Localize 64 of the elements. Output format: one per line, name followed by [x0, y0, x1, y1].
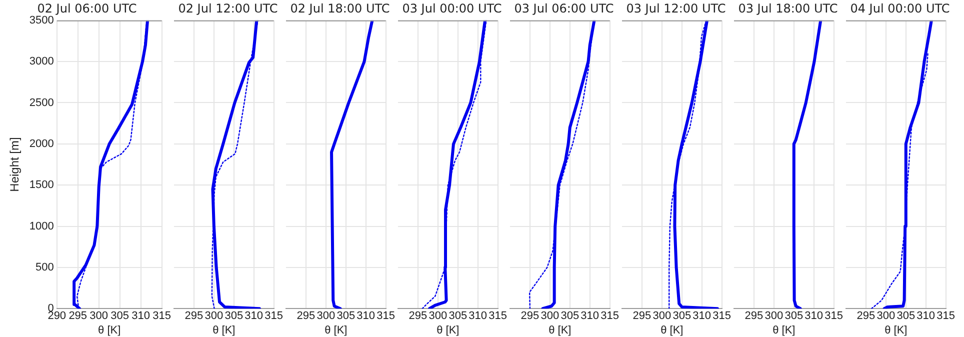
y-axis-title: Height [m]	[8, 137, 22, 192]
x-tick-label: 295	[632, 310, 652, 322]
x-tick-label: 315	[600, 310, 620, 322]
x-tick-label: 315	[152, 310, 172, 322]
chart-title: 02 Jul 18:00 UTC	[290, 1, 390, 16]
x-axis-title: θ [K]	[660, 324, 684, 336]
x-tick-label: 295	[68, 310, 88, 322]
x-tick-label: 315	[712, 310, 732, 322]
x-tick-label: 315	[936, 310, 956, 322]
chart-title: 02 Jul 06:00 UTC	[37, 1, 137, 16]
x-tick-label: 305	[672, 310, 692, 322]
x-axis-title: θ [K]	[548, 324, 572, 336]
x-tick-label: 300	[876, 310, 896, 322]
x-tick-label: 310	[132, 310, 150, 322]
y-tick-label: 3000	[29, 56, 54, 68]
chart-title: 03 Jul 00:00 UTC	[402, 1, 502, 16]
x-tick-label: 305	[336, 310, 356, 322]
chart-title: 03 Jul 06:00 UTC	[514, 1, 614, 16]
x-tick-label: 310	[244, 310, 264, 322]
x-tick-label: 310	[468, 310, 488, 322]
x-axis-title: θ [K]	[884, 324, 908, 336]
x-axis-title: θ [K]	[436, 324, 460, 336]
x-tick-label: 310	[356, 310, 376, 322]
x-tick-label: 305	[110, 310, 130, 322]
x-tick-label: 305	[784, 310, 804, 322]
chart-title: 04 Jul 00:00 UTC	[850, 1, 950, 16]
x-tick-label: 310	[580, 310, 600, 322]
x-tick-label: 295	[744, 310, 764, 322]
x-tick-label: 300	[764, 310, 784, 322]
x-tick-label: 305	[560, 310, 580, 322]
x-tick-label: 300	[540, 310, 560, 322]
x-tick-label: 315	[376, 310, 396, 322]
x-tick-label: 310	[916, 310, 936, 322]
y-tick-label: 1000	[29, 220, 54, 232]
x-axis-title: θ [K]	[212, 324, 236, 336]
x-tick-label: 315	[824, 310, 844, 322]
y-tick-label: 1500	[29, 179, 54, 192]
x-tick-label: 310	[692, 310, 712, 322]
x-tick-label: 305	[224, 310, 244, 322]
x-tick-label: 300	[204, 310, 224, 322]
x-tick-label: 295	[520, 310, 540, 322]
y-tick-label: 2000	[29, 138, 54, 150]
y-tick-label: 2500	[29, 96, 54, 109]
x-tick-label: 310	[804, 310, 824, 322]
x-axis-title: θ [K]	[772, 324, 796, 336]
x-tick-label: 295	[296, 310, 316, 322]
x-tick-label: 300	[90, 310, 108, 322]
x-tick-label: 300	[428, 310, 448, 322]
x-tick-label: 305	[896, 310, 916, 322]
y-tick-label: 500	[36, 261, 54, 274]
x-tick-label: 295	[408, 310, 428, 322]
chart-title: 03 Jul 18:00 UTC	[738, 1, 838, 16]
x-tick-label: 300	[652, 310, 672, 322]
x-tick-label: 305	[448, 310, 468, 322]
x-tick-label: 315	[264, 310, 284, 322]
x-tick-label: 315	[488, 310, 508, 322]
y-tick-label: 3500	[29, 14, 54, 26]
x-axis-title: θ [K]	[98, 324, 121, 336]
chart-title: 03 Jul 12:00 UTC	[626, 1, 726, 16]
x-axis-title: θ [K]	[324, 324, 348, 336]
x-tick-label: 300	[316, 310, 336, 322]
x-tick-label: 295	[856, 310, 876, 322]
chart-title: 02 Jul 12:00 UTC	[178, 1, 278, 16]
x-tick-label: 295	[184, 310, 204, 322]
